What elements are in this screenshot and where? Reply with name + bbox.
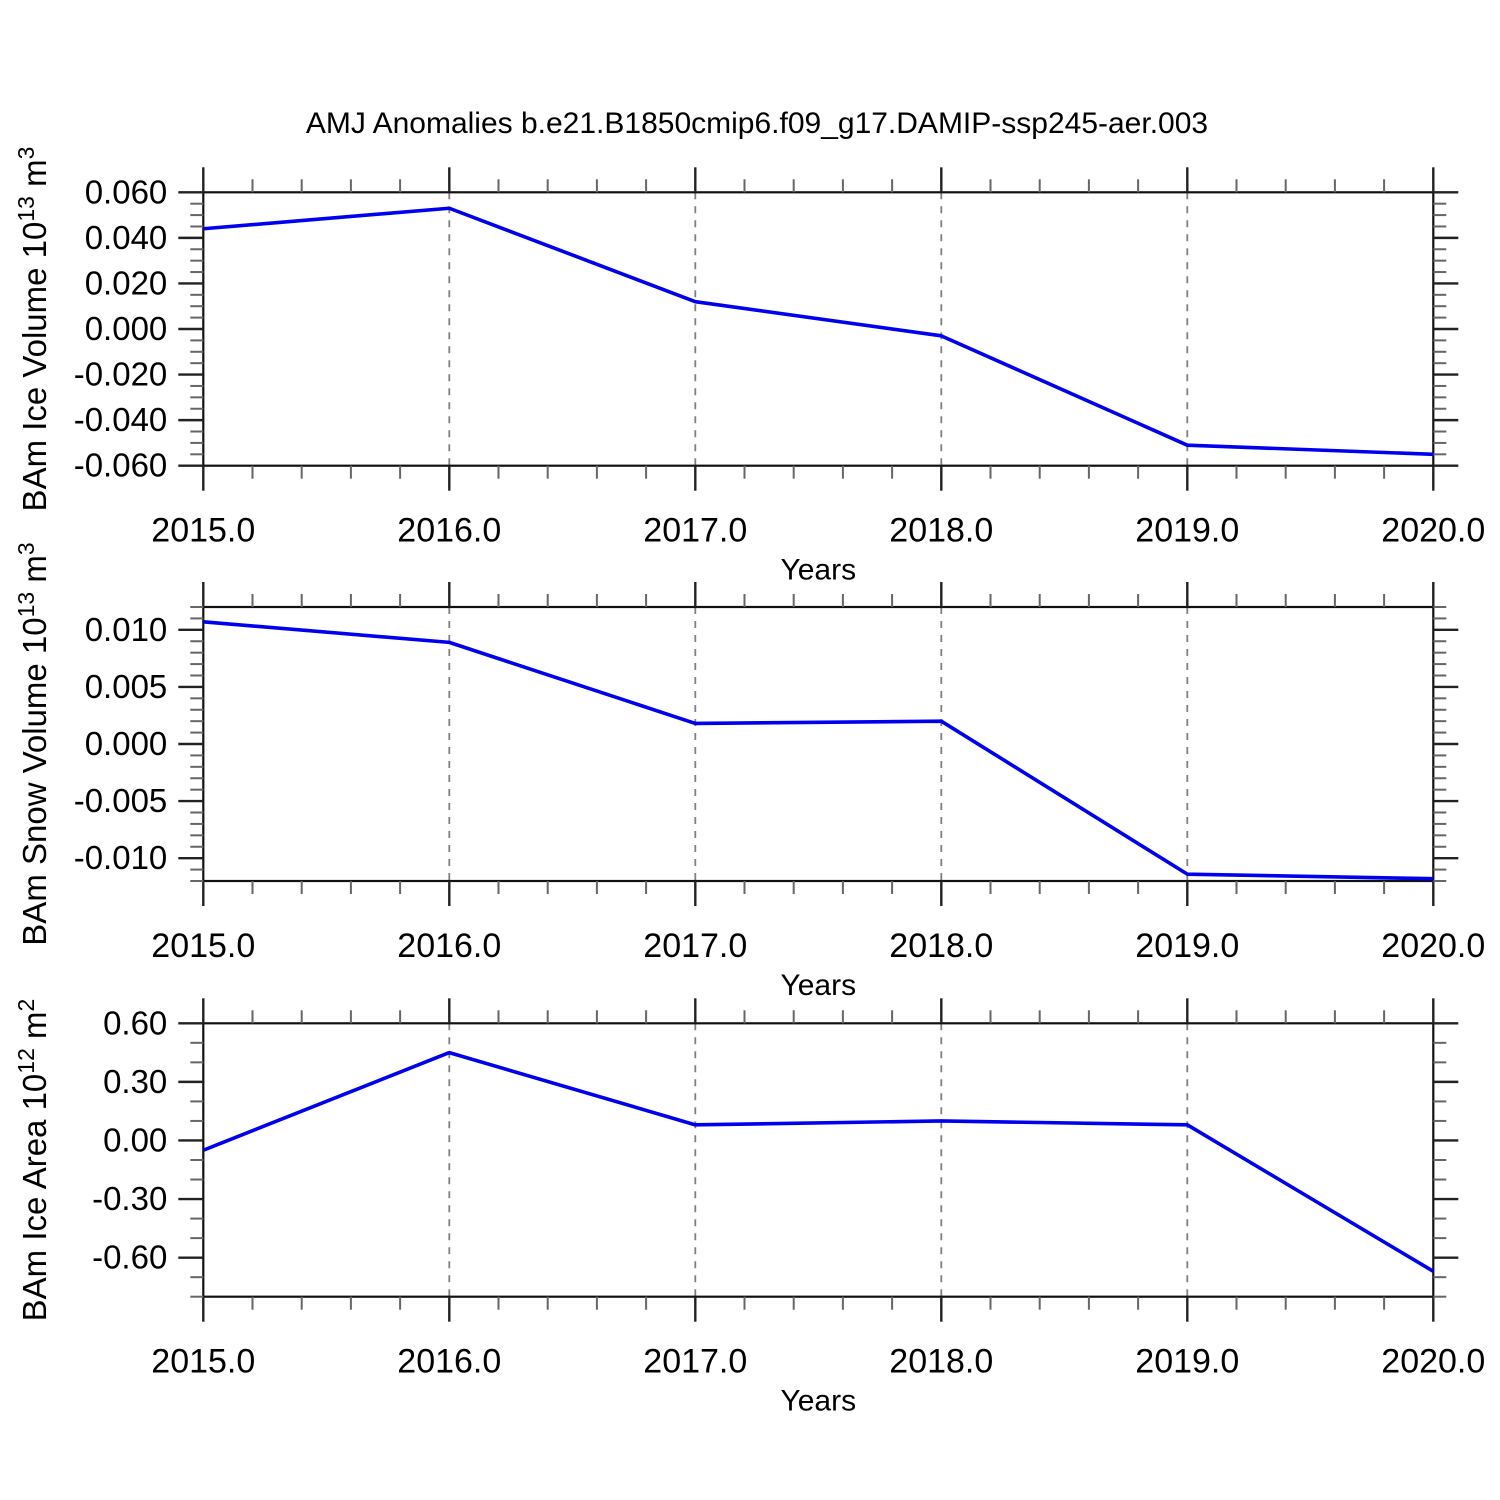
x-tick-label: 2019.0 xyxy=(1135,512,1239,550)
x-tick-label: 2017.0 xyxy=(643,512,747,550)
y-tick-label: -0.020 xyxy=(74,356,168,393)
y-tick-label: 0.000 xyxy=(85,725,168,762)
y-tick-label: -0.060 xyxy=(74,447,168,484)
chart-panel-ice-volume: 2015.0 2016.0 2017.0 2018.0 2019.0 2020.0 0.06… xyxy=(13,147,1485,587)
x-tick-label: 2017.0 xyxy=(643,927,747,965)
x-axis-title: Years xyxy=(780,554,856,587)
x-axis-title: Years xyxy=(780,969,856,1002)
x-tick-label: 2017.0 xyxy=(643,1343,747,1381)
y-axis-title: BAm Ice Volume 1013 m3 xyxy=(13,147,53,512)
y-tick-label: 0.040 xyxy=(85,219,168,256)
y-tick-label: 0.000 xyxy=(85,310,168,347)
x-axis-title: Years xyxy=(780,1385,856,1418)
chart-panels: 2015.0 2016.0 2017.0 2018.0 2019.0 2020.0 0.06… xyxy=(13,147,1485,1418)
chart-panel-snow-volume: 2015.0 2016.0 2017.0 2018.0 2019.0 2020.0 0.01… xyxy=(13,542,1485,1002)
y-tick-label: -0.60 xyxy=(92,1239,167,1276)
x-tick-label: 2015.0 xyxy=(151,1343,255,1381)
x-tick-label: 2020.0 xyxy=(1381,512,1485,550)
y-tick-label: 0.020 xyxy=(85,264,168,301)
y-tick-label: 0.60 xyxy=(103,1004,167,1041)
chart-title: AMJ Anomalies b.e21.B1850cmip6.f09_g17.D… xyxy=(306,107,1208,140)
y-tick-label: 0.005 xyxy=(85,668,168,705)
x-tick-label: 2018.0 xyxy=(889,1343,993,1381)
y-axis-title: BAm Snow Volume 1013 m3 xyxy=(13,542,53,945)
x-tick-label: 2019.0 xyxy=(1135,1343,1239,1381)
y-tick-label: -0.005 xyxy=(74,782,168,819)
data-line-ice-volume xyxy=(203,206,1434,457)
y-tick-label: -0.040 xyxy=(74,401,168,438)
x-tick-label: 2019.0 xyxy=(1135,927,1239,965)
plot-frame xyxy=(202,191,1435,467)
x-tick-label: 2018.0 xyxy=(889,927,993,965)
plot-frame xyxy=(202,605,1435,883)
y-tick-label: 0.00 xyxy=(103,1121,167,1158)
data-line-ice-area xyxy=(202,1050,1435,1273)
y-tick-label: 0.30 xyxy=(103,1063,167,1100)
x-tick-label: 2020.0 xyxy=(1381,1343,1485,1381)
x-tick-label: 2015.0 xyxy=(151,512,255,550)
x-tick-label: 2016.0 xyxy=(397,512,501,550)
y-tick-label: -0.010 xyxy=(74,839,168,876)
x-tick-label: 2018.0 xyxy=(889,512,993,550)
x-tick-label: 2016.0 xyxy=(397,927,501,965)
x-tick-label: 2016.0 xyxy=(397,1343,501,1381)
y-tick-label: -0.30 xyxy=(92,1180,167,1217)
y-tick-label: 0.010 xyxy=(85,611,168,648)
x-tick-label: 2020.0 xyxy=(1381,927,1485,965)
data-line-snow-volume xyxy=(203,620,1434,881)
y-tick-label: 0.060 xyxy=(85,173,168,210)
x-tick-label: 2015.0 xyxy=(151,927,255,965)
y-axis-title: BAm Ice Area 1012 m2 xyxy=(13,999,53,1322)
chart-panel-ice-area: 2015.0 2016.0 2017.0 2018.0 2019.0 2020.0 0.60… xyxy=(13,998,1485,1418)
